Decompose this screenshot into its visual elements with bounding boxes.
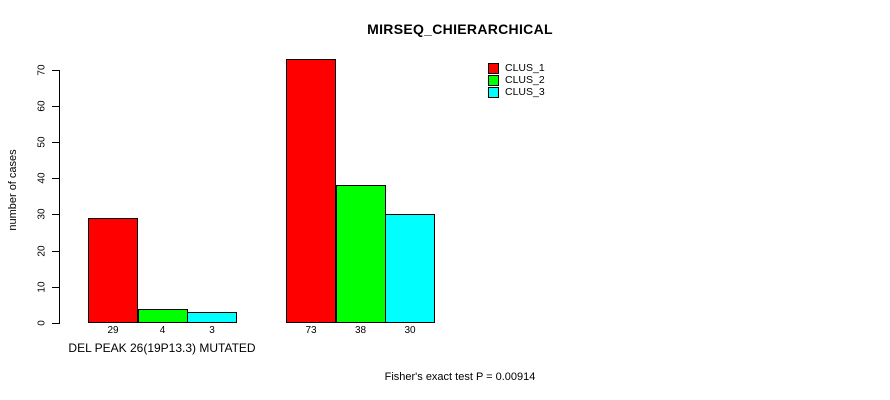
fisher-test-annotation: Fisher's exact test P = 0.00914 [384,371,536,383]
bar-value-label: 30 [404,325,416,336]
y-axis-line [59,70,60,324]
legend-swatch-clus_3 [488,87,499,99]
bar-value-label: 29 [107,325,119,336]
y-axis-tick [52,250,59,252]
legend-label: CLUS_3 [505,86,545,99]
legend-label: CLUS_1 [505,61,545,74]
y-axis-tick [52,69,59,71]
bar-value-label: 3 [209,325,215,336]
y-axis-tick [52,178,59,180]
y-axis-tick [52,323,59,324]
y-axis-tick-label: 70 [36,64,48,76]
bar-value-label: 4 [159,325,166,336]
x-axis-group-label: DEL PEAK 26(19P13.3) MUTATED [68,341,256,355]
bar-clus_1-group2 [286,58,336,323]
y-axis-tick-label: 40 [36,172,48,184]
legend-swatch-clus_2 [488,74,499,86]
legend-row: CLUS_3 [488,87,545,99]
y-axis-tick-label: 30 [36,208,48,220]
bar-clus_2-group2 [335,185,386,323]
legend-swatch-clus_1 [488,62,499,74]
bar-value-label: 38 [354,325,367,336]
y-axis-tick [52,142,59,143]
y-axis-tick [52,105,59,107]
bar-clus_3-group1 [187,312,237,323]
y-axis-tick [52,286,59,288]
y-axis-tick-label: 0 [36,320,48,326]
bar-value-label: 73 [305,325,317,336]
y-axis-tick-label: 60 [36,100,48,112]
y-axis-tick [52,214,59,216]
chart-title: MIRSEQ_CHIERARCHICAL [367,21,553,37]
legend: CLUS_1 CLUS_2 CLUS_3 [488,62,545,99]
y-axis-tick-label: 10 [36,281,48,293]
y-axis-label: number of cases [7,149,19,231]
bar-clus_1-group1 [88,218,138,323]
bar-clus_3-group2 [385,214,435,323]
y-axis-tick-label: 20 [36,245,48,257]
legend-row: CLUS_2 [488,74,545,86]
legend-row: CLUS_1 [488,62,545,74]
y-axis-tick-label: 50 [36,136,48,148]
legend-label: CLUS_2 [505,73,545,86]
bar-clus_2-group1 [137,308,188,323]
